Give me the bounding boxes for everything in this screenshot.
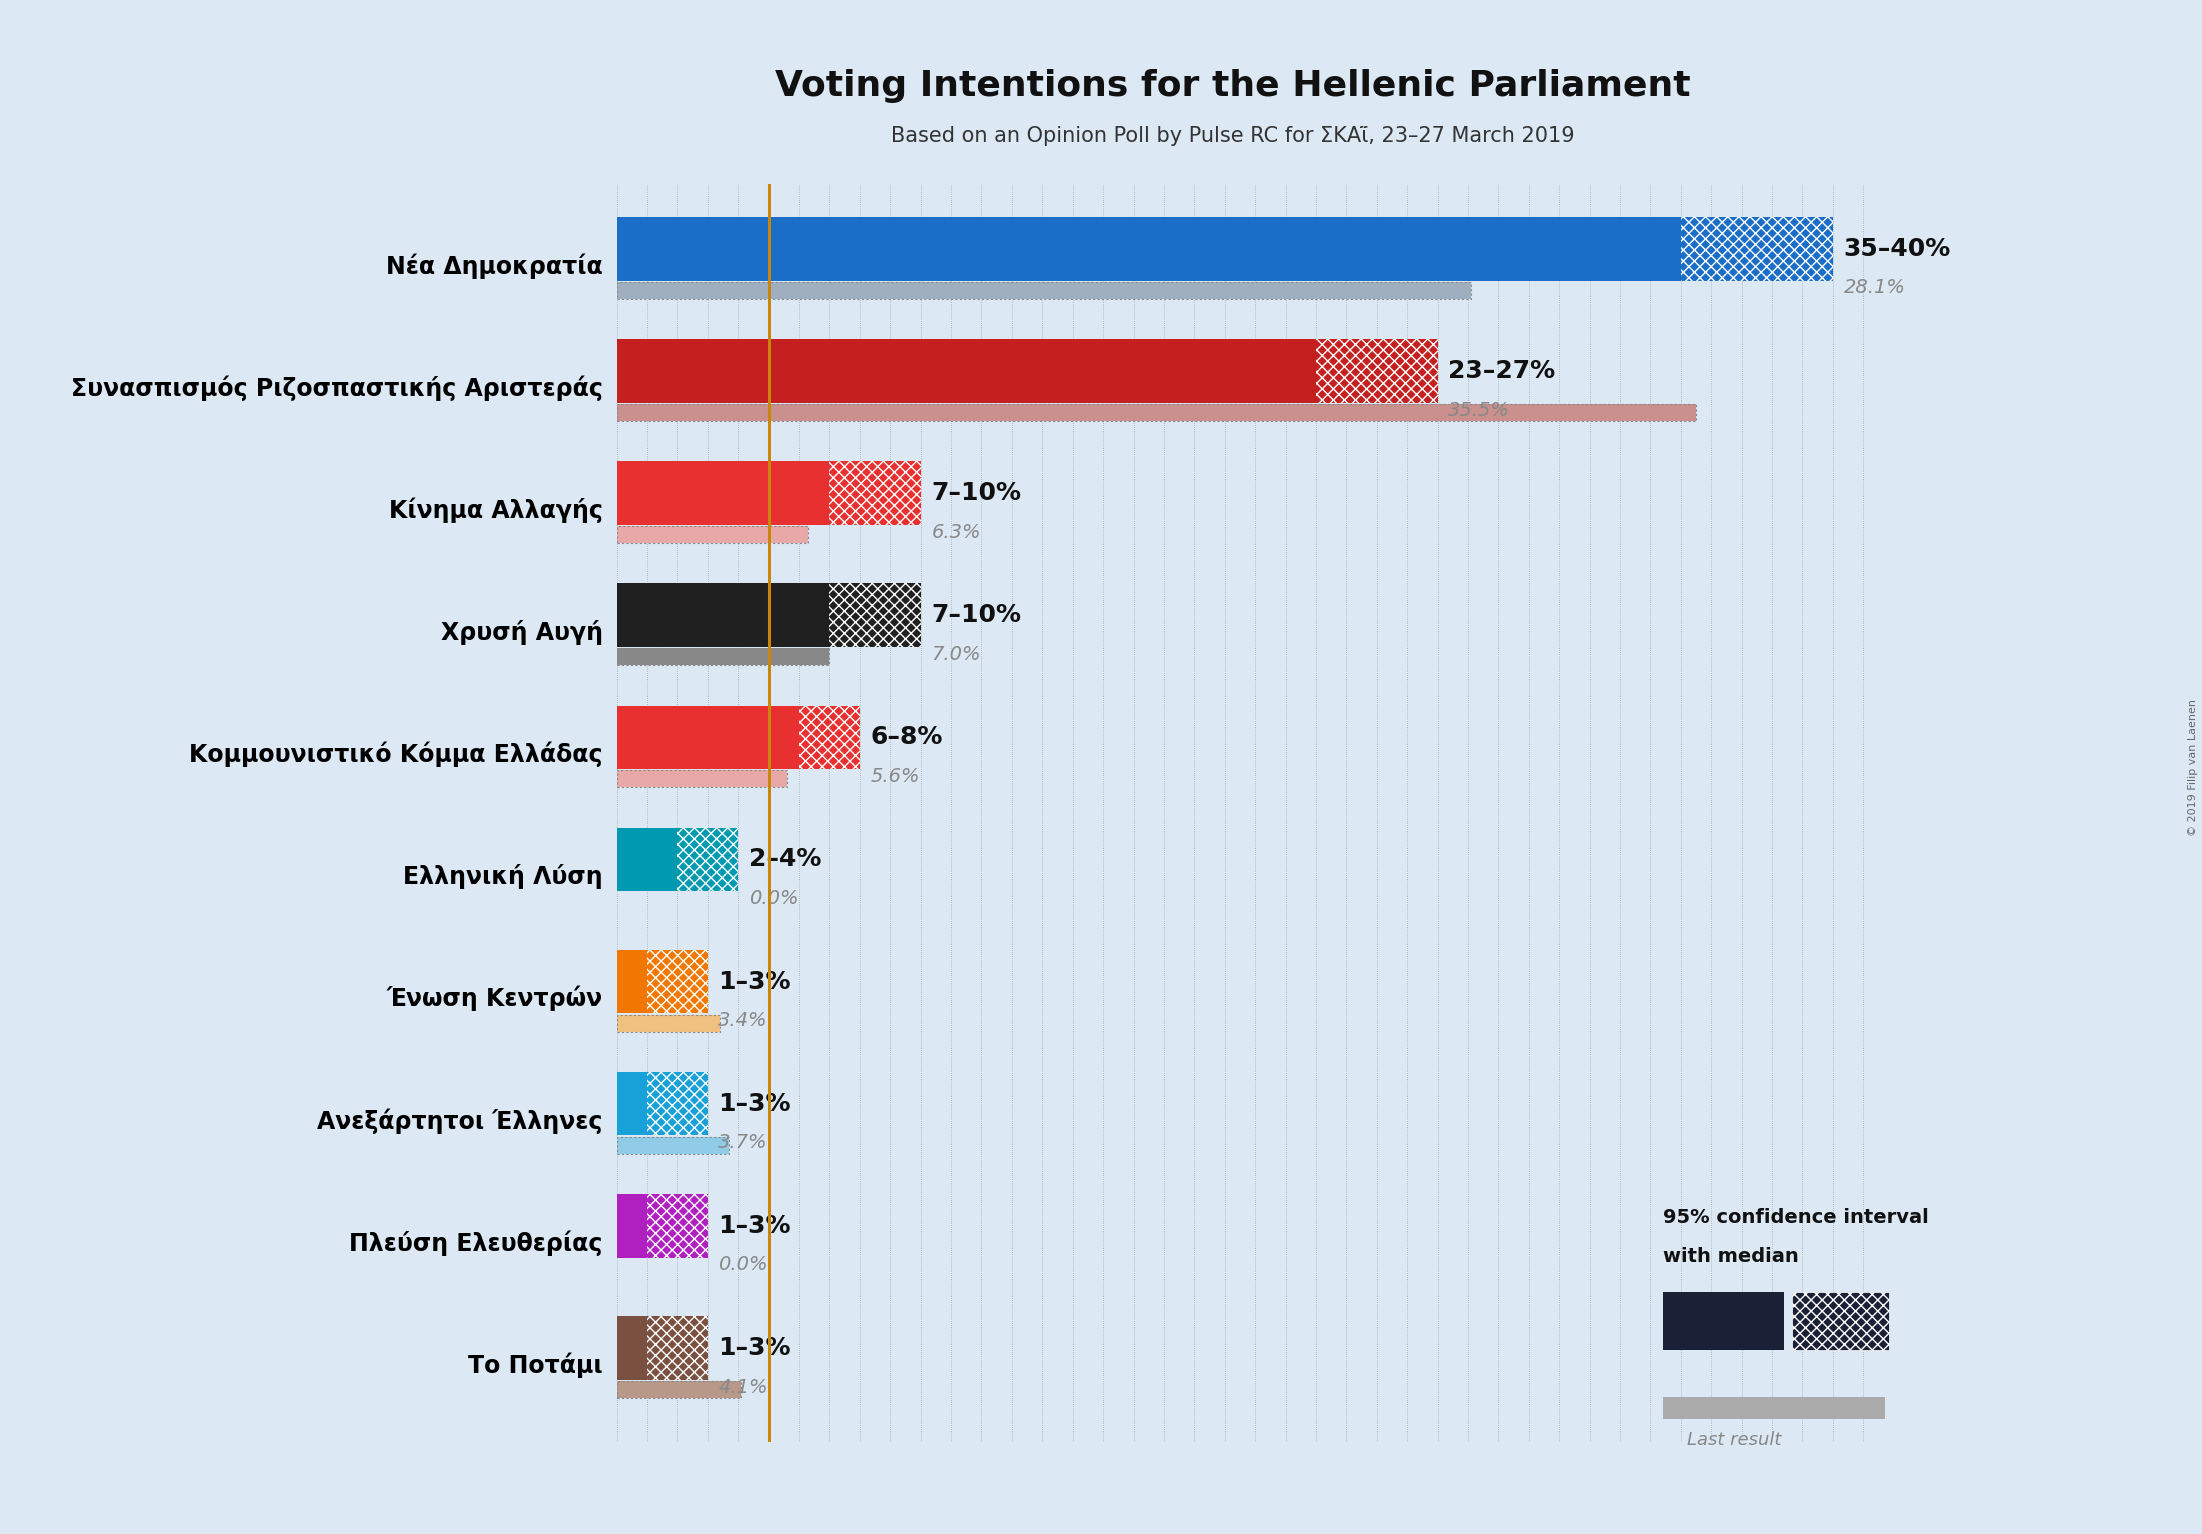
Text: 4.1%: 4.1% [718, 1378, 768, 1396]
Text: 0.0%: 0.0% [749, 890, 799, 908]
Bar [617, 216, 1680, 281]
Text: 3.4%: 3.4% [718, 1011, 768, 1031]
Text: 1–3%: 1–3% [718, 969, 791, 994]
Text: 7–10%: 7–10% [931, 603, 1022, 627]
Text: © 2019 Filip van Laenen: © 2019 Filip van Laenen [2187, 698, 2198, 836]
Text: 3.7%: 3.7% [718, 1134, 768, 1152]
Bar [799, 706, 859, 769]
Bar [647, 950, 707, 1014]
Bar [647, 1316, 707, 1379]
Text: 2–4%: 2–4% [749, 847, 821, 871]
Bar [617, 1381, 742, 1397]
Bar [830, 462, 920, 525]
Bar [617, 706, 799, 769]
Bar [830, 583, 920, 647]
Text: 1–3%: 1–3% [718, 1092, 791, 1115]
Bar [678, 828, 738, 891]
Bar [617, 1014, 720, 1032]
Bar [617, 282, 1471, 299]
Text: Voting Intentions for the Hellenic Parliament: Voting Intentions for the Hellenic Parli… [775, 69, 1691, 103]
Bar [617, 1193, 647, 1258]
Text: 1–3%: 1–3% [718, 1336, 791, 1361]
Text: 23–27%: 23–27% [1449, 359, 1555, 384]
Bar [617, 526, 808, 543]
Bar [1317, 339, 1438, 403]
Text: 6–8%: 6–8% [870, 726, 942, 749]
Text: with median: with median [1663, 1247, 1799, 1266]
Bar [617, 770, 786, 787]
Bar [647, 1072, 707, 1135]
Bar [617, 1137, 729, 1154]
Bar [617, 950, 647, 1014]
Bar [617, 1072, 647, 1135]
Text: 7.0%: 7.0% [931, 644, 980, 664]
Bar [617, 339, 1317, 403]
Bar [1680, 216, 1832, 281]
Text: Last result: Last result [1687, 1431, 1781, 1450]
Bar [617, 403, 1696, 420]
Text: 1–3%: 1–3% [718, 1213, 791, 1238]
Bar [617, 1316, 647, 1379]
Bar [617, 462, 830, 525]
Bar [617, 583, 830, 647]
Bar [647, 1193, 707, 1258]
Text: 0.0%: 0.0% [718, 1255, 768, 1275]
Bar [617, 649, 830, 666]
Text: 95% confidence interval: 95% confidence interval [1663, 1209, 1929, 1227]
Text: 7–10%: 7–10% [931, 482, 1022, 505]
Text: 6.3%: 6.3% [931, 523, 980, 542]
Text: Based on an Opinion Poll by Pulse RC for ΣΚΑϊ̈, 23–27 March 2019: Based on an Opinion Poll by Pulse RC for… [892, 126, 1574, 146]
Text: 5.6%: 5.6% [870, 767, 920, 785]
Text: 28.1%: 28.1% [1843, 278, 1905, 298]
Text: 35–40%: 35–40% [1843, 236, 1951, 261]
Text: 35.5%: 35.5% [1449, 400, 1511, 419]
Bar [617, 828, 678, 891]
